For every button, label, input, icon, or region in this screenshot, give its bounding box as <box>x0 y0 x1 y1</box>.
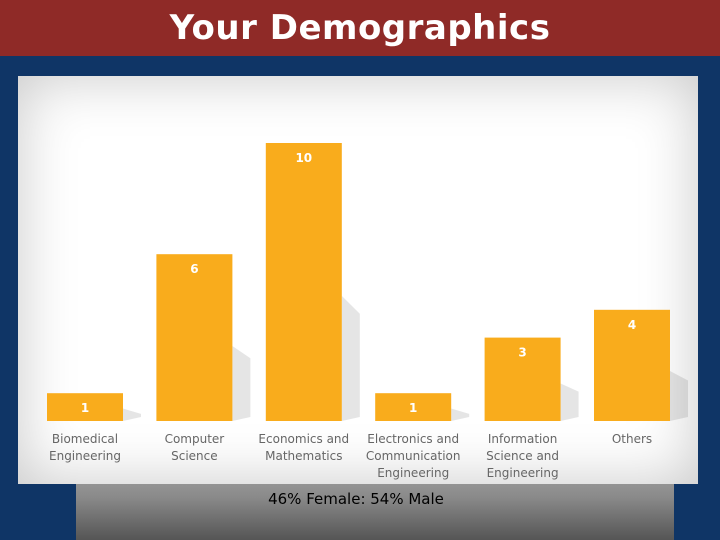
chart-panel: 1 Biomedical Engineering 6 Computer Science… <box>18 76 698 484</box>
bar-shadow <box>123 408 141 421</box>
bar-0 <box>47 393 123 421</box>
gender-caption: 46% Female: 54% Male <box>268 490 444 508</box>
bar-shadow <box>451 408 470 421</box>
category-label: Computer Science <box>164 432 225 463</box>
bar-value-label: 3 <box>518 346 526 360</box>
bar-1 <box>156 254 233 421</box>
bar-shadow <box>232 345 251 421</box>
title-bar: Your Demographics <box>0 0 720 56</box>
bar-shadow <box>341 295 360 421</box>
bar-shadow <box>560 383 579 421</box>
bar-value-label: 1 <box>409 401 417 415</box>
bar-value-label: 1 <box>81 401 89 415</box>
bar-value-label: 4 <box>628 318 636 332</box>
category-label: Information Science and Engineering <box>486 432 560 480</box>
page-title: Your Demographics <box>169 8 551 48</box>
bar-shadow <box>670 370 688 421</box>
category-label: Biomedical Engineering <box>49 432 121 463</box>
bar-value-label: 6 <box>190 262 198 276</box>
category-label: Electronics and Communication Engineerin… <box>365 432 461 480</box>
bar-value-label: 10 <box>295 151 312 165</box>
category-label: Others <box>611 432 653 446</box>
bar-5 <box>594 309 670 421</box>
bar-2 <box>265 143 342 421</box>
bar-4 <box>484 337 561 421</box>
category-label: Economics and Mathematics <box>258 432 350 463</box>
bar-chart: 1 Biomedical Engineering 6 Computer Science… <box>47 143 688 480</box>
bar-3 <box>375 393 452 421</box>
